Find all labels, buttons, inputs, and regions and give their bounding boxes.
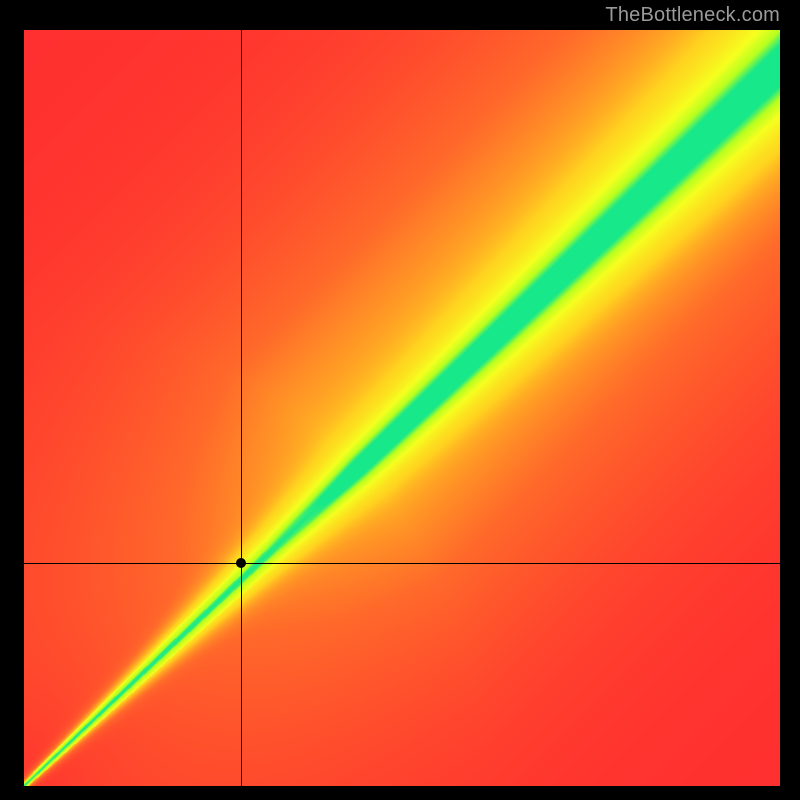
- chart-frame: TheBottleneck.com: [0, 0, 800, 800]
- marker-point: [236, 558, 246, 568]
- heatmap-plot: [24, 30, 780, 786]
- heatmap-canvas: [24, 30, 780, 786]
- crosshair-horizontal: [24, 563, 780, 564]
- crosshair-vertical: [241, 30, 242, 786]
- watermark-text: TheBottleneck.com: [605, 4, 780, 27]
